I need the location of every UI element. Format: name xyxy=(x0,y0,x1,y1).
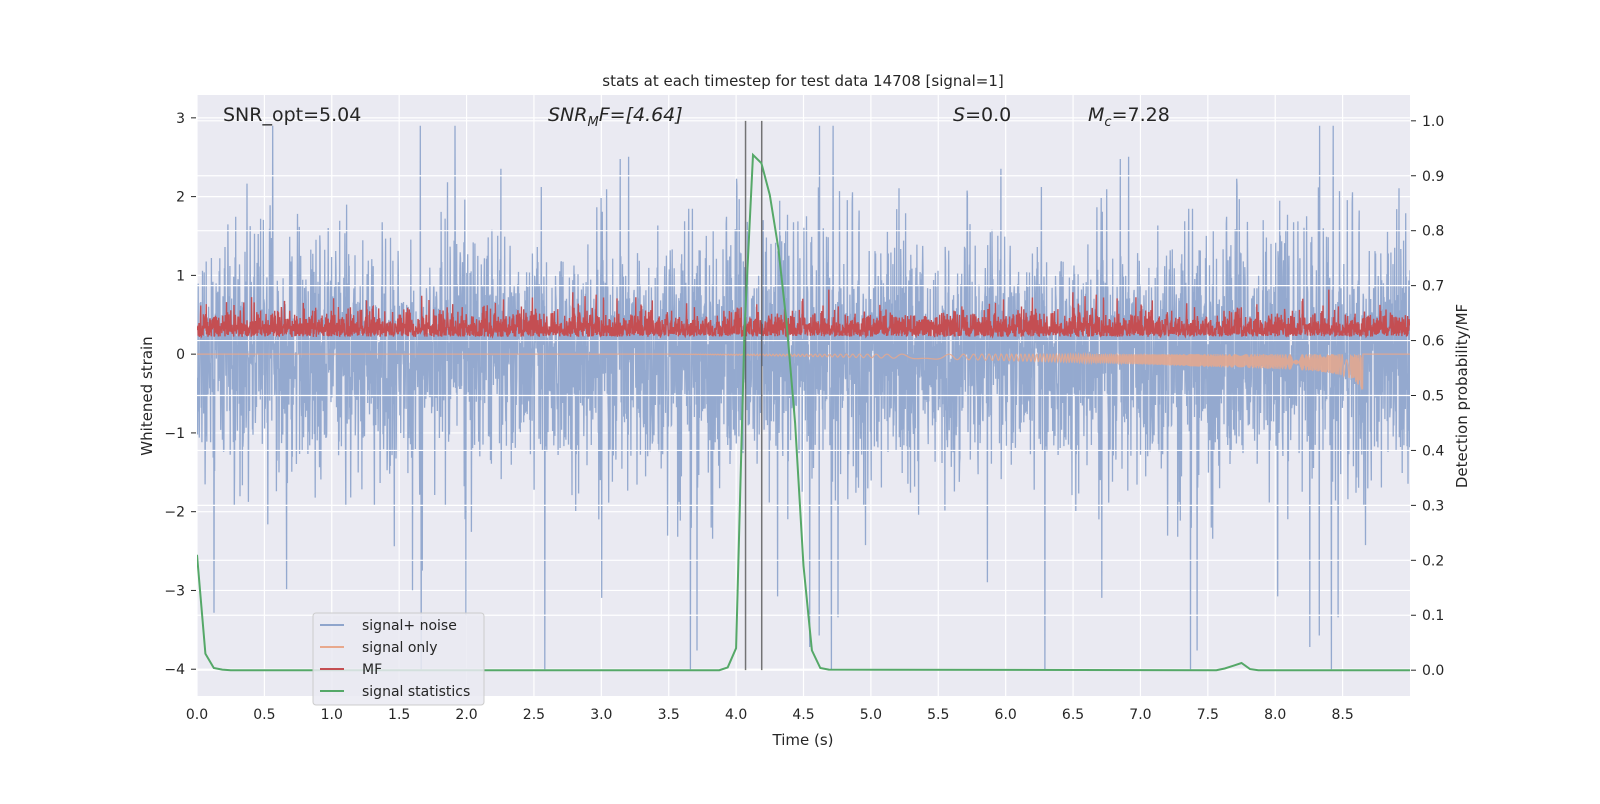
y-right-tick-label: 0.4 xyxy=(1422,443,1444,459)
vertical-markers xyxy=(744,120,763,671)
signal-only-line xyxy=(197,351,1410,390)
x-tick-label: 7.5 xyxy=(1197,707,1219,723)
y-right-tick-label: 0.2 xyxy=(1422,553,1444,569)
legend-label-signal-statistics: signal statistics xyxy=(362,684,470,700)
y-tick-label: −2 xyxy=(164,505,185,521)
y-right-tick-label: 0.6 xyxy=(1422,334,1444,350)
x-tick-label: 6.5 xyxy=(1062,707,1084,723)
x-tick-label: 8.5 xyxy=(1331,707,1353,723)
y-tick-label: 3 xyxy=(176,111,185,127)
y-tick-label: −1 xyxy=(164,426,185,442)
y-right-tick-label: 0.9 xyxy=(1422,169,1444,185)
y-tick-label: 1 xyxy=(176,268,185,284)
y-right-tick-label: 0.3 xyxy=(1422,498,1444,514)
y-ticks: −4 −3 −2 −1 0 1 2 3 xyxy=(164,111,196,678)
x-ticks: 0.0 0.5 1.0 1.5 2.0 2.5 3.0 3.5 4.0 4.5 5.0 5.5 6.0 6… xyxy=(186,707,1354,723)
y-right-ticks: 0.0 0.1 0.2 0.3 0.4 0.5 0.6 0.7 0.8 0.9 1.0 xyxy=(1411,114,1444,679)
y-tick-label: 2 xyxy=(176,190,185,206)
legend-label-mf: MF xyxy=(362,662,382,678)
x-tick-label: 8.0 xyxy=(1264,707,1286,723)
x-tick-label: 0.5 xyxy=(253,707,275,723)
y-axis-label: Whitened strain xyxy=(138,336,156,455)
annotation-s: S=0.0 xyxy=(953,104,1011,126)
y-tick-label: −3 xyxy=(164,583,185,599)
signal-statistics-line xyxy=(197,152,1410,672)
x-tick-label: 7.0 xyxy=(1129,707,1151,723)
annotation-snr-opt: SNR_opt=5.04 xyxy=(223,104,361,126)
y-tick-label: −4 xyxy=(164,662,185,678)
chart-title: stats at each timestep for test data 147… xyxy=(602,72,1003,90)
annotation-snr-mf: SNRMF=[4.64] xyxy=(548,104,683,130)
legend: signal+ noise signal only MF signal stat… xyxy=(312,612,485,706)
x-tick-label: 3.0 xyxy=(590,707,612,723)
x-tick-label: 2.0 xyxy=(455,707,477,723)
y-right-tick-label: 0.7 xyxy=(1422,279,1444,295)
y-right-tick-label: 0.0 xyxy=(1422,663,1444,679)
y-right-axis-label: Detection probability/MF xyxy=(1453,304,1471,488)
y-right-tick-label: 0.5 xyxy=(1422,389,1444,405)
y-tick-label: 0 xyxy=(176,347,185,363)
legend-label-signal-only: signal only xyxy=(362,640,437,656)
x-tick-label: 1.5 xyxy=(388,707,410,723)
annotation-mc: Mc=7.28 xyxy=(1088,104,1170,130)
x-axis-label: Time (s) xyxy=(772,731,834,749)
y-right-tick-label: 1.0 xyxy=(1422,114,1444,130)
x-tick-label: 5.0 xyxy=(860,707,882,723)
x-tick-label: 2.5 xyxy=(523,707,545,723)
x-tick-label: 5.5 xyxy=(927,707,949,723)
y-right-tick-label: 0.8 xyxy=(1422,224,1444,240)
mf-line xyxy=(197,289,1410,339)
x-tick-label: 1.0 xyxy=(321,707,343,723)
legend-label-signal-noise: signal+ noise xyxy=(362,618,457,634)
x-tick-label: 0.0 xyxy=(186,707,208,723)
signal-noise-line xyxy=(197,125,1410,670)
x-tick-label: 3.5 xyxy=(658,707,680,723)
x-tick-label: 4.0 xyxy=(725,707,747,723)
x-tick-label: 6.0 xyxy=(995,707,1017,723)
y-right-tick-label: 0.1 xyxy=(1422,608,1444,624)
x-tick-label: 4.5 xyxy=(792,707,814,723)
